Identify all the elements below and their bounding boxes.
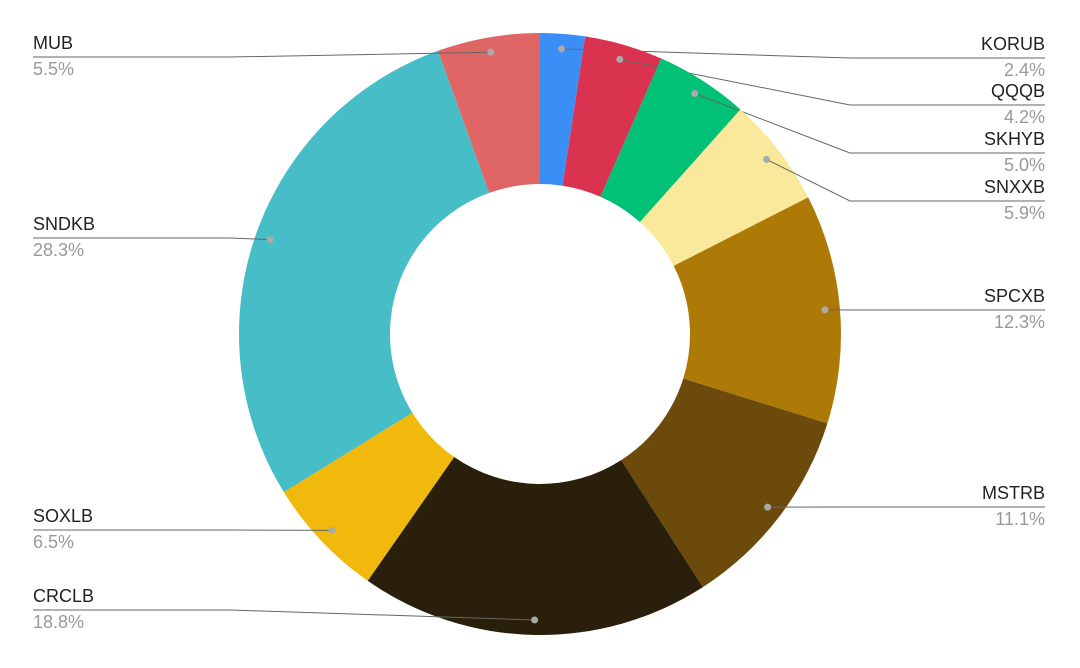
value-label: 11.1% — [995, 509, 1045, 529]
value-label: 18.8% — [33, 612, 84, 632]
leader-dot — [558, 45, 566, 53]
slice — [673, 197, 841, 424]
leader-line — [619, 58, 1045, 106]
slice — [283, 412, 455, 581]
slice — [639, 109, 809, 266]
leader-dot — [266, 236, 274, 244]
leader-line — [33, 51, 491, 58]
leader-dot — [821, 306, 829, 314]
slice-label: SKHYB — [984, 129, 1045, 149]
value-label: 5.0% — [1004, 155, 1045, 175]
leader-line — [33, 237, 271, 241]
leader-dot — [691, 89, 699, 97]
slice — [562, 36, 662, 197]
slice-label: KORUB — [981, 34, 1045, 54]
slice — [540, 33, 586, 186]
leader-dot — [764, 503, 772, 511]
value-label: 5.5% — [33, 59, 74, 79]
leader-dot — [487, 48, 495, 56]
slice — [621, 378, 828, 588]
value-label: 6.5% — [33, 532, 74, 552]
slice-label: MUB — [33, 33, 73, 53]
slice — [438, 33, 540, 193]
leader-line — [33, 609, 535, 621]
leader-dot — [763, 155, 771, 163]
value-label: 5.9% — [1004, 203, 1045, 223]
leader-dot — [531, 616, 539, 624]
slice-label: CRCLB — [33, 586, 94, 606]
leader-dot — [328, 526, 336, 534]
value-label: 4.2% — [1004, 107, 1045, 127]
leader-line — [561, 48, 1045, 59]
slice-label: SNXXB — [984, 177, 1045, 197]
leader-line — [694, 93, 1045, 154]
slice — [367, 456, 703, 635]
slice-label: SNDKB — [33, 214, 95, 234]
value-label: 28.3% — [33, 240, 84, 260]
slice-label: SOXLB — [33, 506, 93, 526]
value-label: 2.4% — [1004, 60, 1045, 80]
slice-label: MSTRB — [982, 483, 1045, 503]
slice-label: SPCXB — [984, 286, 1045, 306]
leader-line — [766, 158, 1045, 202]
slice — [238, 50, 490, 493]
slice-label: QQQB — [991, 81, 1045, 101]
leader-dot — [616, 55, 624, 63]
slice — [600, 58, 741, 223]
value-label: 12.3% — [994, 312, 1045, 332]
